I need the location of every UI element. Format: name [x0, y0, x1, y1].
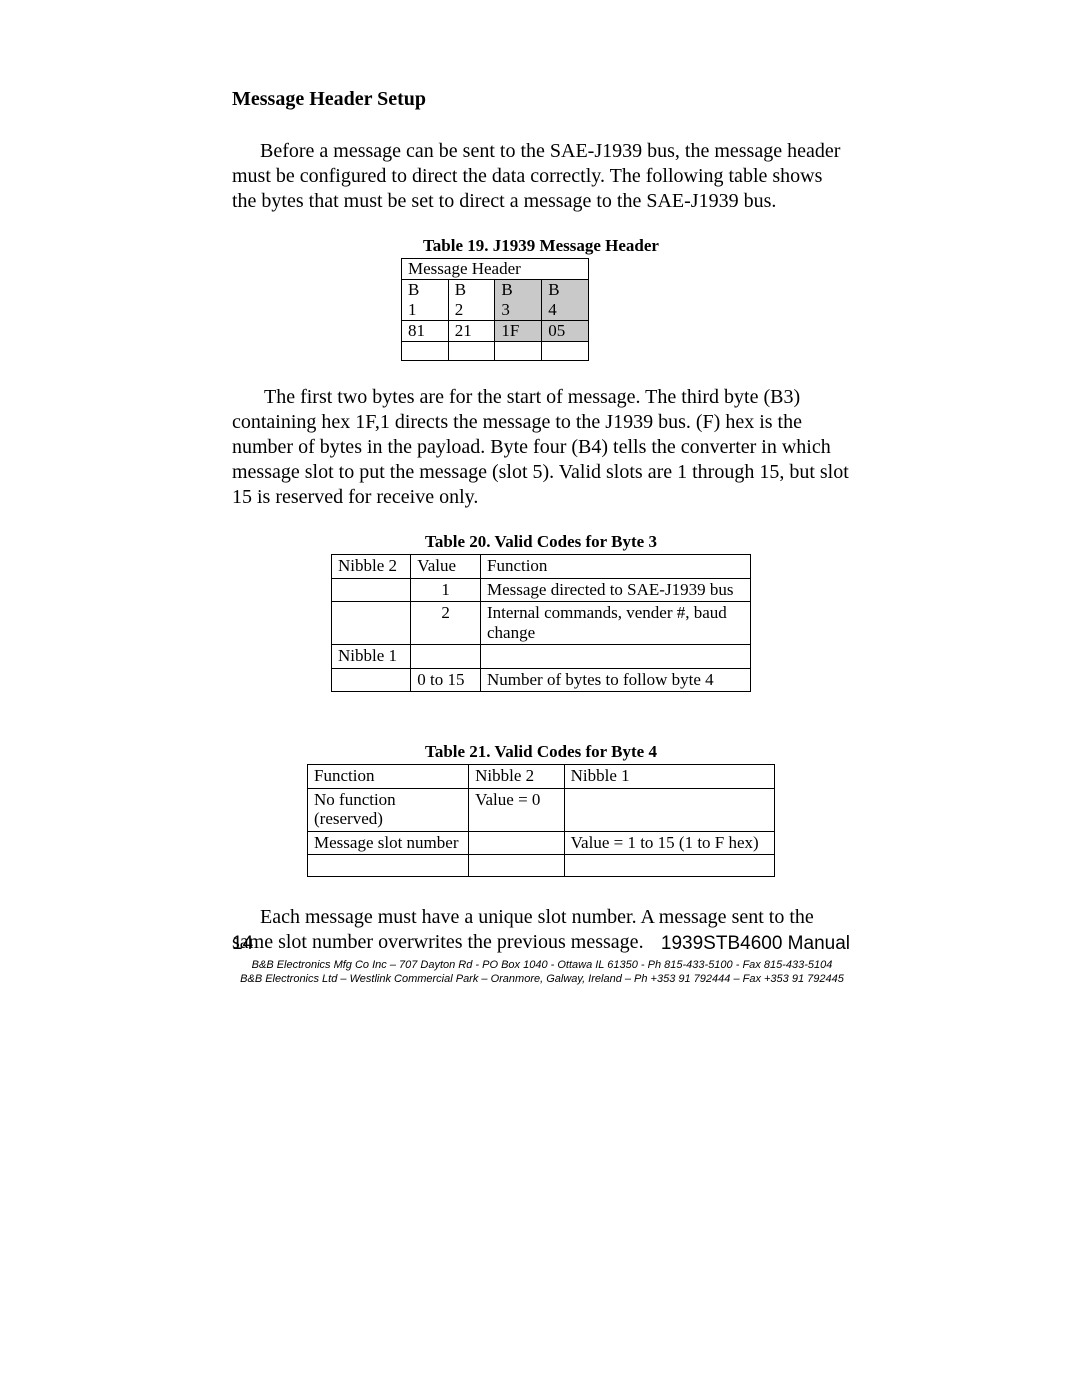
- page-number: 14: [232, 933, 253, 955]
- table-row: 2 Internal commands, vender #, baud chan…: [332, 602, 751, 645]
- t20-r2c0: [332, 602, 411, 645]
- t21-r3c0: [308, 855, 469, 877]
- manual-title: 1939STB4600 Manual: [661, 933, 850, 955]
- table-row: No function (reserved) Value = 0: [308, 788, 775, 831]
- t20-r0c0: Nibble 2: [332, 555, 411, 579]
- table-19-caption: Table 19. J1939 Message Header: [401, 236, 681, 256]
- table-row: [308, 855, 775, 877]
- t21-r2c0: Message slot number: [308, 831, 469, 855]
- table-row: Function Nibble 2 Nibble 1: [308, 765, 775, 789]
- t20-r3c2: [480, 645, 750, 669]
- t19-r3c2: 21: [448, 321, 495, 342]
- t20-r4c0: [332, 668, 411, 692]
- section-title: Message Header Setup: [232, 88, 850, 111]
- table-row: 1 Message directed to SAE-J1939 bus: [332, 578, 751, 602]
- t21-r1c1: Value = 0: [469, 788, 565, 831]
- t19-empty-4: [542, 342, 589, 361]
- t19-r1c4: B: [542, 280, 589, 301]
- t21-r1c2: [564, 788, 774, 831]
- table-19-header: Message Header: [402, 259, 589, 280]
- t19-r2c1: 1: [402, 300, 449, 321]
- t21-r0c1: Nibble 2: [469, 765, 565, 789]
- footer-line: 14 1939STB4600 Manual: [232, 933, 850, 955]
- t19-r1c1: B: [402, 280, 449, 301]
- t21-r1c0: No function (reserved): [308, 788, 469, 831]
- paragraph-1: Before a message can be sent to the SAE-…: [232, 139, 850, 214]
- t20-r1c0: [332, 578, 411, 602]
- t20-r2c1: 2: [411, 602, 481, 645]
- t20-r3c0: Nibble 1: [332, 645, 411, 669]
- footer-address-2: B&B Electronics Ltd – Westlink Commercia…: [202, 973, 882, 987]
- t20-r3c1: [411, 645, 481, 669]
- t19-r2c4: 4: [542, 300, 589, 321]
- table-19-wrap: Table 19. J1939 Message Header Message H…: [401, 236, 681, 361]
- t19-r3c1: 81: [402, 321, 449, 342]
- t19-empty-1: [402, 342, 449, 361]
- t19-r1c3: B: [495, 280, 542, 301]
- t20-r1c1: 1: [411, 578, 481, 602]
- t19-r3c3: 1F: [495, 321, 542, 342]
- table-20-wrap: Table 20. Valid Codes for Byte 3 Nibble …: [331, 532, 751, 692]
- footer-address-1: B&B Electronics Mfg Co Inc – 707 Dayton …: [202, 959, 882, 973]
- t19-r2c2: 2: [448, 300, 495, 321]
- t19-empty-3: [495, 342, 542, 361]
- t21-r0c0: Function: [308, 765, 469, 789]
- t21-r2c2: Value = 1 to 15 (1 to F hex): [564, 831, 774, 855]
- t20-r0c1: Value: [411, 555, 481, 579]
- t20-r0c2: Function: [480, 555, 750, 579]
- paragraph-2: The first two bytes are for the start of…: [232, 385, 850, 510]
- page-footer: 14 1939STB4600 Manual B&B Electronics Mf…: [232, 933, 850, 987]
- t19-r2c3: 3: [495, 300, 542, 321]
- table-row: Message slot number Value = 1 to 15 (1 t…: [308, 831, 775, 855]
- table-21-wrap: Table 21. Valid Codes for Byte 4 Functio…: [307, 742, 775, 877]
- table-row: Nibble 1: [332, 645, 751, 669]
- t21-r3c2: [564, 855, 774, 877]
- table-21-caption: Table 21. Valid Codes for Byte 4: [307, 742, 775, 762]
- t19-r1c2: B: [448, 280, 495, 301]
- t20-r4c1: 0 to 15: [411, 668, 481, 692]
- t20-r4c2: Number of bytes to follow byte 4: [480, 668, 750, 692]
- table-19: Message Header B B B B 1 2 3 4 81 21 1F …: [401, 258, 589, 361]
- page: Message Header Setup Before a message ca…: [0, 0, 1080, 1397]
- table-20-caption: Table 20. Valid Codes for Byte 3: [331, 532, 751, 552]
- t19-empty-2: [448, 342, 495, 361]
- t21-r2c1: [469, 831, 565, 855]
- table-row: 0 to 15 Number of bytes to follow byte 4: [332, 668, 751, 692]
- t20-r1c2: Message directed to SAE-J1939 bus: [480, 578, 750, 602]
- t21-r0c2: Nibble 1: [564, 765, 774, 789]
- t19-r3c4: 05: [542, 321, 589, 342]
- t21-r3c1: [469, 855, 565, 877]
- t20-r2c2: Internal commands, vender #, baud change: [480, 602, 750, 645]
- table-20: Nibble 2 Value Function 1 Message direct…: [331, 554, 751, 692]
- table-row: Nibble 2 Value Function: [332, 555, 751, 579]
- table-21: Function Nibble 2 Nibble 1 No function (…: [307, 764, 775, 877]
